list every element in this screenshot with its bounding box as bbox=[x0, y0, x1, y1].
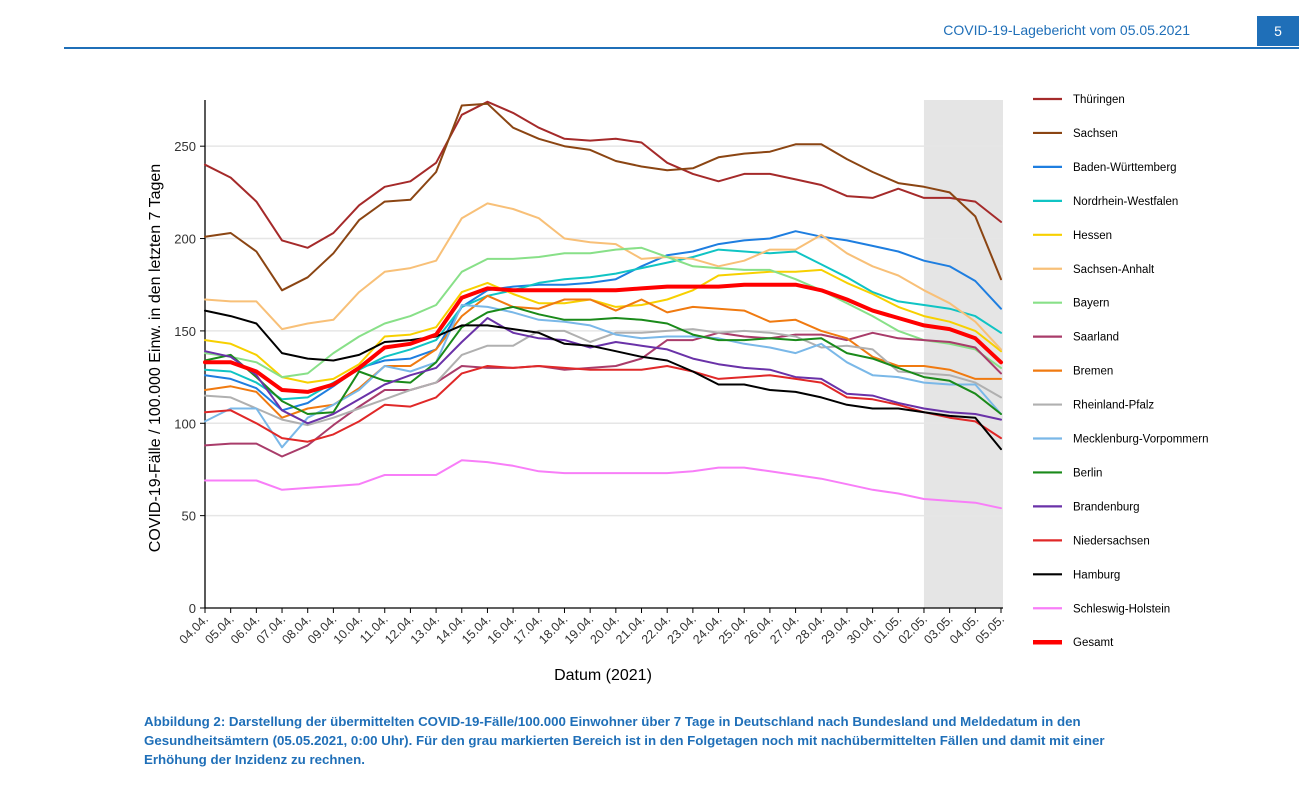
x-tick-label: 10.04. bbox=[331, 612, 365, 646]
report-header-title: COVID-19-Lagebericht vom 05.05.2021 bbox=[943, 22, 1190, 38]
chart-axes: 05010015020025004.04.05.04.06.04.07.04.0… bbox=[174, 100, 1007, 647]
header-divider bbox=[64, 47, 1299, 49]
legend-label: Bremen bbox=[1073, 366, 1113, 378]
legend-label: Mecklenburg-Vorpommern bbox=[1073, 434, 1209, 446]
figure-caption: Abbildung 2: Darstellung der übermittelt… bbox=[144, 714, 1105, 767]
x-tick-label: 05.05. bbox=[973, 612, 1007, 646]
legend-label: Baden-Württemberg bbox=[1073, 162, 1177, 174]
series-line-rheinland-pfalz bbox=[204, 328, 1002, 427]
x-axis-label: Datum (2021) bbox=[554, 667, 652, 684]
series-line-sachsen bbox=[204, 102, 1002, 292]
y-tick-label: 100 bbox=[174, 416, 196, 431]
legend-label: Schleswig-Holstein bbox=[1073, 603, 1170, 615]
chart-grid-layer bbox=[205, 145, 1003, 517]
series-line-schleswig-holstein bbox=[204, 459, 1002, 510]
page-number-badge: 5 bbox=[1257, 16, 1299, 46]
legend-label: Niedersachsen bbox=[1073, 535, 1150, 547]
incidence-line-chart: 05010015020025004.04.05.04.06.04.07.04.0… bbox=[147, 94, 1209, 684]
chart-series-layer bbox=[203, 100, 1003, 510]
legend-label: Hessen bbox=[1073, 230, 1112, 242]
legend-label: Sachsen bbox=[1073, 128, 1118, 140]
y-tick-label: 50 bbox=[182, 509, 196, 524]
series-line-hessen bbox=[204, 268, 1002, 384]
legend-label: Brandenburg bbox=[1073, 501, 1140, 513]
series-line-brandenburg bbox=[204, 317, 1002, 425]
series-line-bayern bbox=[204, 246, 1002, 379]
legend-label: Gesamt bbox=[1073, 637, 1114, 649]
y-tick-label: 250 bbox=[174, 139, 196, 154]
series-line-saarland bbox=[204, 331, 1002, 458]
legend-label: Bayern bbox=[1073, 298, 1109, 310]
y-tick-label: 200 bbox=[174, 232, 196, 247]
series-line-berlin bbox=[204, 305, 1002, 415]
y-tick-label: 150 bbox=[174, 324, 196, 339]
legend-label: Thüringen bbox=[1073, 94, 1125, 106]
series-line-sachsen-anhalt bbox=[204, 202, 1002, 351]
series-line-thüringen bbox=[204, 100, 1002, 249]
legend-label: Saarland bbox=[1073, 332, 1119, 344]
legend-label: Nordrhein-Westfalen bbox=[1073, 196, 1178, 208]
series-line-gesamt bbox=[203, 282, 1003, 394]
y-tick-label: 0 bbox=[189, 601, 196, 616]
series-line-mecklenburg-vorpommern bbox=[204, 304, 1002, 449]
legend-label: Sachsen-Anhalt bbox=[1073, 264, 1155, 276]
chart-legend: Thüringen Sachsen Baden-Württemberg Nordrhe… bbox=[1033, 94, 1209, 649]
legend-label: Hamburg bbox=[1073, 569, 1120, 581]
series-line-niedersachsen bbox=[204, 365, 1002, 443]
legend-label: Berlin bbox=[1073, 467, 1102, 479]
series-line-hamburg bbox=[204, 309, 1002, 451]
legend-label: Rheinland-Pfalz bbox=[1073, 400, 1154, 412]
y-axis-label: COVID-19-Fälle / 100.000 Einw. in den le… bbox=[147, 164, 164, 552]
